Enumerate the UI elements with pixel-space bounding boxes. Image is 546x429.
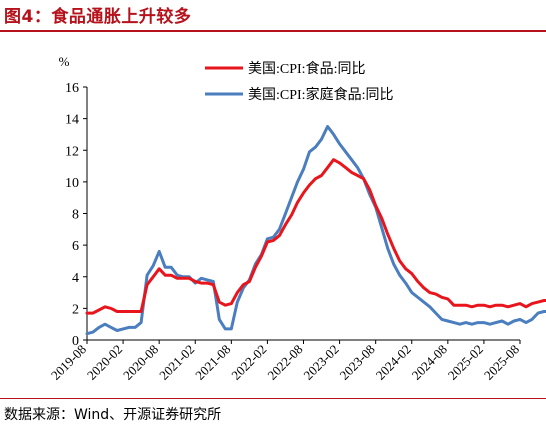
y-tick-label: 2: [72, 302, 79, 317]
source-note: 数据来源：Wind、开源证券研究所: [4, 407, 222, 423]
series-lines: [85, 125, 546, 336]
legend-label: 美国:CPI:家庭食品:同比: [248, 86, 393, 103]
series-line-food: [85, 158, 546, 315]
y-axis-unit: %: [59, 54, 70, 69]
series-line-household-food: [85, 125, 546, 336]
x-tick-label: 2023-02: [300, 342, 341, 383]
x-tick-label: 2020-02: [84, 342, 125, 383]
x-tick-label: 2020-08: [120, 342, 161, 383]
y-tick-label: 8: [72, 208, 79, 223]
y-tick-label: 6: [72, 239, 79, 254]
x-tick-label: 2025-02: [445, 342, 486, 383]
y-tick-label: 12: [65, 144, 79, 159]
x-tick-label: 2025-08: [481, 342, 522, 383]
x-tick-label: 2022-08: [264, 342, 305, 383]
title-divider: [0, 30, 546, 32]
x-tick-label: 2022-02: [228, 342, 269, 383]
y-tick-label: 10: [65, 176, 79, 191]
x-tick-label: 2024-08: [409, 342, 450, 383]
y-tick-label: 0: [72, 334, 79, 349]
x-tick-label: 2021-08: [192, 342, 233, 383]
x-tick-label: 2024-02: [373, 342, 414, 383]
y-tick-label: 16: [65, 81, 79, 96]
axes: [86, 87, 520, 341]
y-tick-label: 14: [65, 113, 79, 128]
y-ticks: 0 2 4 6 8 10 12 14 16: [65, 81, 87, 349]
x-tick-label: 2023-08: [337, 342, 378, 383]
figure-title: 图4：食品通胀上升较多: [4, 7, 192, 27]
source-divider: [0, 398, 546, 399]
y-tick-label: 4: [72, 271, 79, 286]
x-tick-label: 2021-02: [156, 342, 197, 383]
legend-label: 美国:CPI:食品:同比: [248, 60, 365, 77]
x-tick-label: 2019-08: [48, 342, 89, 383]
x-ticks: 2019-082020-022020-082021-022021-082022-…: [48, 340, 522, 383]
